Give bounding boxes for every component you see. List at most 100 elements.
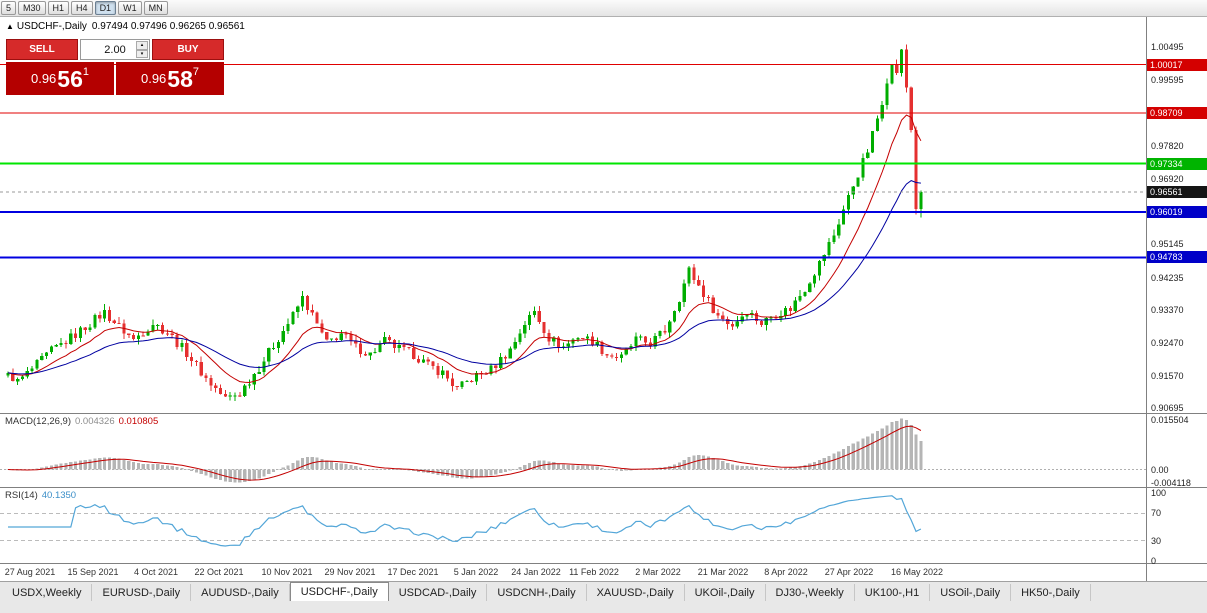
sell-price-prefix: 0.96 xyxy=(30,71,57,86)
price-tick: 0.94235 xyxy=(1151,272,1184,283)
price-line-label: 0.96019 xyxy=(1147,205,1207,218)
macd-main-value: 0.004326 xyxy=(75,416,115,427)
price-tick: 0.92470 xyxy=(1151,337,1184,348)
date-label: 16 May 2022 xyxy=(890,567,944,577)
chart-tab-hk50daily[interactable]: HK50-,Daily xyxy=(1011,584,1091,601)
price-line-label: 0.94783 xyxy=(1147,251,1207,264)
sell-price-pips: 56 xyxy=(57,65,83,92)
chart-tab-ukoildaily[interactable]: UKOil-,Daily xyxy=(685,584,766,601)
date-label: 8 Apr 2022 xyxy=(764,567,808,577)
price-tick: 0.97820 xyxy=(1151,140,1184,151)
timeframe-button-h4[interactable]: H4 xyxy=(71,1,93,15)
chart-tab-uk100h1[interactable]: UK100-,H1 xyxy=(855,584,931,601)
panel-separator xyxy=(1147,563,1207,564)
date-label: 24 Jan 2022 xyxy=(511,567,561,577)
rsi-label: RSI(14) 40.1350 xyxy=(5,490,76,501)
rsi-scale-tick: 30 xyxy=(1151,535,1162,546)
panel-separator xyxy=(1147,487,1207,488)
price-tick: 0.93370 xyxy=(1151,304,1184,315)
chart-ohlc-header: ▲ USDCHF-,Daily 0.97494 0.97496 0.96265 0.… xyxy=(6,21,250,32)
lot-size-value: 2.00 xyxy=(104,43,126,56)
date-label: 27 Aug 2021 xyxy=(4,567,56,577)
time-scale[interactable]: 27 Aug 2021 15 Sep 2021 4 Oct 2021 22 Oct 2… xyxy=(0,563,1146,581)
date-label: 21 Mar 2022 xyxy=(697,567,749,577)
chart-tab-eurusddaily[interactable]: EURUSD-,Daily xyxy=(92,584,192,601)
price-scale[interactable]: 1.00495 0.99595 0.97820 0.96920 0.95145 0.942… xyxy=(1146,17,1207,581)
timeframe-button-5[interactable]: 5 xyxy=(1,1,17,15)
chart-tab-usoildaily[interactable]: USOil-,Daily xyxy=(930,584,1012,601)
macd-scale-tick: -0.004118 xyxy=(1151,477,1191,488)
chart-tab-dj30weekly[interactable]: DJ30-,Weekly xyxy=(766,584,855,601)
date-label: 17 Dec 2021 xyxy=(387,567,439,577)
sell-button[interactable]: SELL xyxy=(6,39,78,60)
chart-tab-xauusddaily[interactable]: XAUUSD-,Daily xyxy=(587,584,685,601)
rsi-scale-tick: 100 xyxy=(1151,488,1167,498)
buy-price-pips: 58 xyxy=(167,65,193,92)
date-label: 29 Nov 2021 xyxy=(324,567,376,577)
date-label: 2 Mar 2022 xyxy=(635,567,681,577)
macd-signal-value: 0.010805 xyxy=(118,416,159,427)
chart-panels: ▲ USDCHF-,Daily 0.97494 0.97496 0.96265 0.… xyxy=(0,17,1146,581)
buy-price-prefix: 0.96 xyxy=(140,71,167,86)
timeframe-button-mn[interactable]: MN xyxy=(143,1,168,15)
macd-indicator-panel: MACD(12,26,9) 0.004326 0.010805 xyxy=(0,413,1146,487)
price-chart-panel: ▲ USDCHF-,Daily 0.97494 0.97496 0.96265 0.… xyxy=(0,17,1146,413)
timeframe-toolbar: 5 M30 H1 H4 D1 W1 MN xyxy=(0,0,1207,17)
price-line-label: 0.98709 xyxy=(1147,106,1207,119)
price-tick: 1.00495 xyxy=(1151,42,1184,52)
macd-chart[interactable] xyxy=(0,414,1146,487)
one-click-collapse-icon[interactable]: ▲ xyxy=(6,22,14,31)
rsi-chart[interactable] xyxy=(0,488,1146,563)
candlestick-chart[interactable] xyxy=(0,17,1146,413)
chart-tab-usdchfdaily[interactable]: USDCHF-,Daily xyxy=(289,582,389,601)
buy-button[interactable]: BUY xyxy=(152,39,224,60)
date-label: 4 Oct 2021 xyxy=(133,567,179,577)
price-tick: 0.99595 xyxy=(1151,75,1184,86)
status-strip xyxy=(0,601,1207,613)
date-label: 5 Jan 2022 xyxy=(453,567,499,577)
macd-label: MACD(12,26,9) 0.004326 0.010805 xyxy=(5,416,158,427)
price-tick: 0.96920 xyxy=(1151,173,1184,184)
macd-scale-tick: 0.00 xyxy=(1151,464,1169,475)
chart-symbol: USDCHF-,Daily xyxy=(16,21,87,32)
date-label: 27 Apr 2022 xyxy=(824,567,874,577)
chart-tab-usdxweekly[interactable]: USDX,Weekly xyxy=(2,584,93,601)
panel-separator xyxy=(1147,413,1207,414)
chart-tab-usdcnhdaily[interactable]: USDCNH-,Daily xyxy=(487,584,587,601)
sell-price-point: 1 xyxy=(82,66,90,78)
chart-ohlc-values: 0.97494 0.97496 0.96265 0.96561 xyxy=(91,21,245,32)
rsi-name: RSI(14) xyxy=(5,490,38,501)
chart-tabs-bar: USDX,Weekly EURUSD-,Daily AUDUSD-,Daily USD… xyxy=(0,581,1207,601)
chart-tab-audusddaily[interactable]: AUDUSD-,Daily xyxy=(191,584,290,601)
chart-workspace: ▲ USDCHF-,Daily 0.97494 0.97496 0.96265 0.… xyxy=(0,17,1207,581)
lot-size-field[interactable]: 2.00 ▴ ▾ xyxy=(80,39,150,60)
rsi-indicator-panel: RSI(14) 40.1350 xyxy=(0,487,1146,563)
chart-tab-usdcaddaily[interactable]: USDCAD-,Daily xyxy=(389,584,488,601)
rsi-scale-tick: 0 xyxy=(1151,556,1157,566)
date-label: 10 Nov 2021 xyxy=(261,567,313,577)
sell-price-display[interactable]: 0.96 56 1 xyxy=(6,62,114,95)
price-line-label: 0.96561 xyxy=(1147,185,1207,198)
rsi-value: 40.1350 xyxy=(41,490,77,501)
macd-name: MACD(12,26,9) xyxy=(5,416,71,427)
timeframe-button-w1[interactable]: W1 xyxy=(118,1,142,15)
price-line-label: 1.00017 xyxy=(1147,58,1207,71)
buy-price-display[interactable]: 0.96 58 7 xyxy=(116,62,224,95)
one-click-trading-panel: SELL 2.00 ▴ ▾ BUY 0.96 56 1 0 xyxy=(6,39,224,95)
price-tick: 0.95145 xyxy=(1151,239,1184,250)
date-label: 15 Sep 2021 xyxy=(67,567,119,577)
macd-scale-tick: 0.015504 xyxy=(1151,415,1189,426)
timeframe-button-h1[interactable]: H1 xyxy=(47,1,70,15)
price-tick: 0.90695 xyxy=(1151,403,1184,413)
price-line-label: 0.97334 xyxy=(1147,157,1207,170)
timeframe-button-d1[interactable]: D1 xyxy=(94,1,117,15)
timeframe-button-m30[interactable]: M30 xyxy=(18,1,46,15)
buy-price-point: 7 xyxy=(192,66,200,78)
date-label: 22 Oct 2021 xyxy=(194,567,244,577)
date-label: 11 Feb 2022 xyxy=(569,567,619,577)
lot-increase-icon[interactable]: ▴ xyxy=(136,41,148,50)
price-tick: 0.91570 xyxy=(1151,370,1184,381)
rsi-scale-tick: 70 xyxy=(1151,508,1162,519)
lot-decrease-icon[interactable]: ▾ xyxy=(136,49,148,58)
